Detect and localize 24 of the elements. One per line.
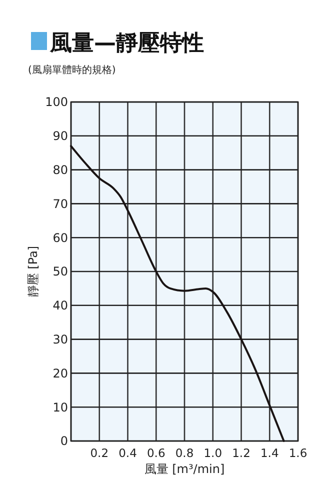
y-tick-label: 10 <box>52 400 68 414</box>
y-tick-label: 40 <box>52 298 68 313</box>
x-tick-label: 0.2 <box>90 446 109 460</box>
y-tick-label: 90 <box>52 129 68 144</box>
x-tick-label: 1.0 <box>204 446 222 460</box>
y-tick-label: 50 <box>52 264 68 279</box>
y-tick-label: 80 <box>52 163 68 177</box>
x-tick-label: 0.6 <box>146 446 166 460</box>
line-series <box>70 145 285 442</box>
y-tick-label: 100 <box>45 95 68 110</box>
y-tick-label: 60 <box>52 230 68 245</box>
chart-subtitle: (風扇單體時的規格) <box>28 64 116 76</box>
x-axis-title: 風量 [m³/min] <box>144 462 225 476</box>
x-tick-label: 1.6 <box>288 446 308 460</box>
y-tick-label: 30 <box>52 332 68 346</box>
y-tick-label: 0 <box>60 434 68 448</box>
y-axis-title: 靜壓 [Pa] <box>26 246 40 298</box>
x-tick-label: 1.2 <box>232 446 250 460</box>
x-tick-label: 1.4 <box>260 446 279 460</box>
x-tick-label: 0.4 <box>118 446 137 460</box>
y-tick-label: 70 <box>52 196 68 211</box>
chart-title: 風量—靜壓特性 <box>49 31 204 56</box>
y-tick-label: 20 <box>52 366 68 380</box>
x-tick-label: 0.8 <box>175 446 194 460</box>
